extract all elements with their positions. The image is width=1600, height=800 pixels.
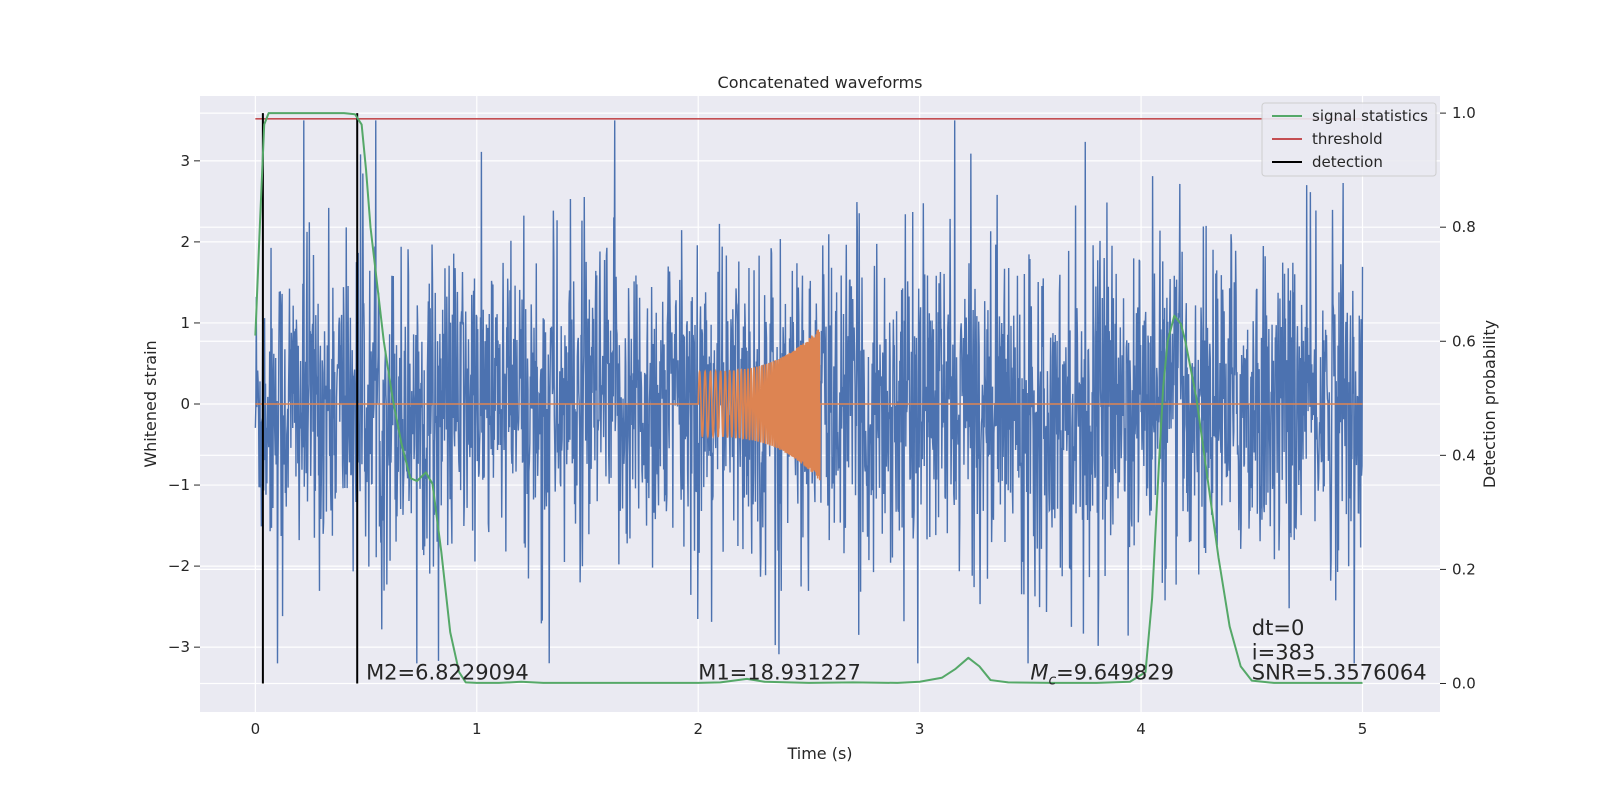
y-axis-right: 0.0 0.2 0.4 0.6 0.8 1.0 — [1440, 104, 1476, 692]
annotation-text: M2=6.8229094 — [366, 661, 529, 685]
y2-tick-label: 0.8 — [1452, 218, 1476, 236]
y-axis-label: Whitened strain — [141, 340, 160, 467]
legend: signal statistics threshold detection — [1261, 102, 1437, 177]
legend-label-detection: detection — [1312, 153, 1383, 171]
annotation-text: dt=0 — [1252, 616, 1305, 640]
y2-axis-label: Detection probability — [1480, 320, 1499, 488]
x-tick-label: 5 — [1358, 720, 1368, 738]
y-axis-left: −3 −2 −1 0 1 2 3 — [168, 152, 200, 656]
annotation-text: SNR=5.3576064 — [1252, 661, 1427, 685]
y-tick-label: −1 — [168, 476, 190, 494]
y-tick-label: −2 — [168, 557, 190, 575]
x-tick-label: 1 — [472, 720, 482, 738]
annotations: M2=6.8229094 M1=18.931227 Mc=9.649829 dt=0i… — [366, 616, 1427, 689]
y-tick-label: 0 — [180, 395, 190, 413]
annotation-symbol: M — [1030, 661, 1048, 685]
y2-tick-label: 0.0 — [1452, 674, 1476, 692]
x-tick-label: 3 — [915, 720, 925, 738]
y2-tick-label: 0.2 — [1452, 560, 1476, 578]
chart-title: Concatenated waveforms — [718, 73, 923, 92]
legend-label-signal-statistics: signal statistics — [1312, 107, 1428, 125]
series-signal-statistics — [254, 112, 1363, 684]
annotation-value: =9.649829 — [1056, 661, 1174, 685]
y-tick-label: 1 — [180, 314, 190, 332]
annotation-text: i=383 — [1252, 640, 1316, 664]
x-tick-label: 2 — [693, 720, 703, 738]
plot-area — [254, 112, 1364, 684]
y2-tick-label: 0.6 — [1452, 332, 1476, 350]
y2-tick-label: 0.4 — [1452, 446, 1476, 464]
x-axis-label: Time (s) — [786, 744, 852, 763]
y-tick-label: 2 — [180, 233, 190, 251]
x-tick-label: 0 — [251, 720, 261, 738]
y-tick-label: −3 — [168, 638, 190, 656]
legend-label-threshold: threshold — [1312, 130, 1383, 148]
series-template-waveform — [255, 329, 1363, 481]
grid — [200, 96, 1440, 712]
y2-tick-label: 1.0 — [1452, 104, 1476, 122]
annotation-subscript: c — [1048, 673, 1056, 689]
annotation-text: M1=18.931227 — [698, 661, 861, 685]
legend-box — [1261, 102, 1437, 177]
y-tick-label: 3 — [180, 152, 190, 170]
x-tick-label: 4 — [1136, 720, 1146, 738]
annotation-text: Mc=9.649829 — [1030, 661, 1174, 689]
x-axis: 0 1 2 3 4 5 — [251, 720, 1368, 738]
